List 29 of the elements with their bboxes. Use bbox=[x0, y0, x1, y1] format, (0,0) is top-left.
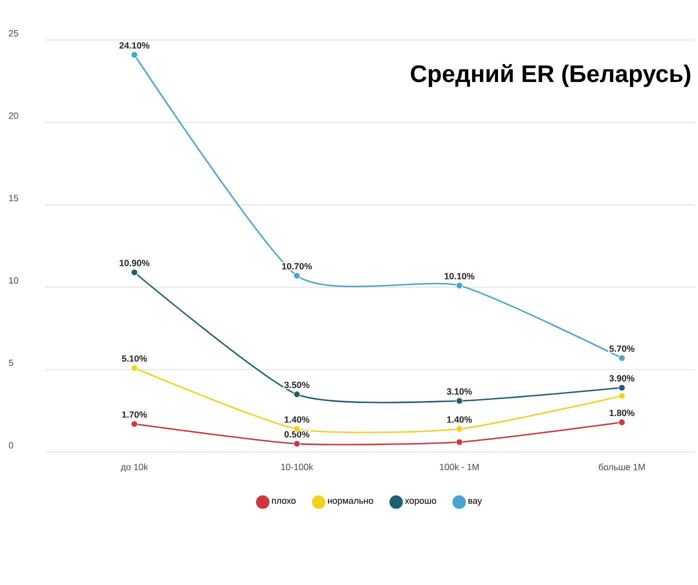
x-tick-label: до 10k bbox=[120, 464, 148, 472]
legend-label: нормально bbox=[328, 498, 374, 506]
data-label: 10.10% bbox=[444, 272, 474, 280]
y-tick-label: 5 bbox=[8, 360, 14, 366]
y-tick-label: 20 bbox=[8, 112, 18, 119]
data-label: 5.70% bbox=[609, 345, 634, 352]
legend-label: вау bbox=[468, 498, 482, 506]
y-tick-label: 10 bbox=[9, 277, 18, 284]
data-label: 1.40% bbox=[284, 416, 310, 423]
data-label: 3.50% bbox=[284, 382, 310, 388]
x-tick-label: 100k - 1M bbox=[440, 464, 479, 470]
x-tick-label: больше 1M bbox=[598, 464, 645, 470]
y-tick-label: 0 bbox=[8, 442, 14, 448]
legend-label: плохо bbox=[272, 498, 296, 504]
data-label: 24.10% bbox=[119, 42, 150, 49]
data-label: 3.90% bbox=[609, 375, 634, 382]
legend-label: хорошо bbox=[404, 498, 436, 506]
x-tick-label: 10-100k bbox=[281, 464, 314, 470]
data-label: 1.80% bbox=[610, 410, 634, 416]
data-label: 10.70% bbox=[282, 263, 312, 270]
data-label: 1.70% bbox=[122, 411, 147, 418]
data-label: 5.10% bbox=[122, 355, 147, 362]
data-label: 3.10% bbox=[446, 388, 472, 395]
data-label: 10.90% bbox=[120, 260, 150, 266]
data-label: 1.40% bbox=[447, 416, 472, 423]
y-tick-label: 25 bbox=[8, 30, 18, 36]
y-tick-label: 15 bbox=[9, 194, 18, 202]
data-label: 0.50% bbox=[284, 431, 310, 438]
text: Средний ER (Беларусь) bbox=[410, 64, 690, 87]
